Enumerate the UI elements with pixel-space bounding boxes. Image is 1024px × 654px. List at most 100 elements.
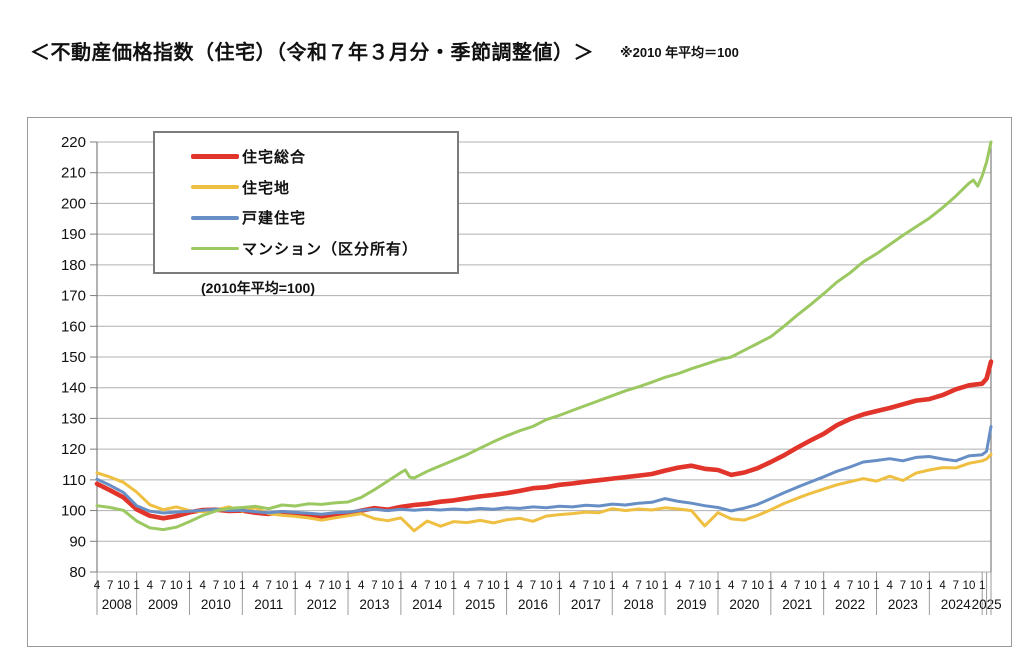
month-tick-label: 1	[503, 580, 509, 592]
month-tick-label: 1	[186, 580, 192, 592]
year-label: 2022	[835, 597, 865, 612]
year-label: 2024	[941, 597, 972, 612]
month-tick-label: 7	[741, 580, 747, 592]
month-tick-label: 4	[728, 580, 735, 592]
month-tick-label: 1	[662, 580, 668, 592]
month-tick-label: 4	[675, 580, 682, 592]
month-tick-label: 1	[133, 580, 139, 592]
month-tick-label: 7	[213, 580, 219, 592]
y-tick-label: 210	[61, 165, 86, 182]
month-tick-label: 10	[434, 580, 447, 592]
month-tick-label: 10	[751, 580, 764, 592]
legend-item-0: 住宅総合	[191, 146, 457, 167]
y-tick-label: 140	[61, 380, 86, 397]
month-tick-label: 10	[381, 580, 394, 592]
month-tick-label: 10	[540, 580, 553, 592]
y-tick-label: 130	[61, 410, 86, 427]
month-tick-label: 4	[305, 580, 312, 592]
year-label: 2012	[307, 597, 337, 612]
title-row: ＜不動産価格指数（住宅）（令和７年３月分・季節調整値）＞ ※2010 年平均＝10…	[30, 36, 739, 65]
month-tick-label: 4	[464, 580, 471, 592]
month-tick-label: 1	[820, 580, 826, 592]
month-tick-label: 1	[768, 580, 774, 592]
y-tick-label: 190	[61, 226, 86, 243]
month-tick-label: 10	[276, 580, 289, 592]
month-tick-label: 1	[398, 580, 404, 592]
month-tick-label: 7	[900, 580, 906, 592]
page-title: ＜不動産価格指数（住宅）（令和７年３月分・季節調整値）＞	[30, 42, 594, 64]
legend-line-swatch-1	[191, 185, 239, 189]
legend-item-2: 戸建住宅	[191, 207, 457, 228]
y-tick-label: 170	[61, 288, 86, 305]
month-tick-label: 1	[979, 580, 985, 592]
month-tick-label: 7	[583, 580, 589, 592]
month-tick-label: 10	[857, 580, 870, 592]
month-tick-label: 10	[170, 580, 183, 592]
chart-canvas: 8090100110120130140150160170180190200210…	[61, 134, 1002, 615]
year-label: 2018	[624, 597, 654, 612]
month-tick-label: 7	[794, 580, 800, 592]
year-label: 2017	[571, 597, 601, 612]
year-label: 2015	[465, 597, 495, 612]
month-tick-label: 7	[477, 580, 483, 592]
year-label: 2016	[518, 597, 548, 612]
month-tick-label: 4	[569, 580, 576, 592]
legend-line-swatch-0	[191, 153, 239, 159]
month-tick-label: 1	[926, 580, 932, 592]
series-line-1	[95, 452, 993, 533]
year-label: 2014	[412, 597, 443, 612]
series-line-2	[95, 424, 993, 516]
legend-line-swatch-3	[191, 246, 239, 251]
y-tick-label: 100	[61, 503, 86, 520]
month-tick-label: 10	[223, 580, 236, 592]
month-tick-label: 10	[804, 580, 817, 592]
month-tick-label: 10	[117, 580, 130, 592]
month-tick-label: 10	[645, 580, 658, 592]
legend-item-3: マンション（区分所有）	[191, 238, 457, 259]
year-label: 2020	[729, 597, 759, 612]
month-tick-label: 7	[266, 580, 272, 592]
price-index-chart: 80 90 100 110 120 130 140 150 160 170 180 190 200 210…	[27, 117, 1012, 647]
year-label: 2010	[201, 597, 231, 612]
month-tick-label: 1	[556, 580, 562, 592]
month-tick-label: 1	[239, 580, 245, 592]
month-tick-label: 1	[451, 580, 457, 592]
month-tick-label: 10	[328, 580, 341, 592]
month-tick-label: 1	[715, 580, 721, 592]
y-tick-label: 120	[61, 441, 86, 458]
y-tick-label: 200	[61, 195, 86, 212]
month-tick-label: 7	[847, 580, 853, 592]
month-tick-label: 1	[345, 580, 351, 592]
y-tick-label: 220	[61, 134, 86, 151]
legend-label-3: マンション（区分所有）	[242, 241, 419, 259]
month-tick-label: 7	[318, 580, 324, 592]
month-tick-label: 4	[147, 580, 154, 592]
y-tick-label: 90	[69, 533, 86, 550]
year-label: 2008	[102, 597, 132, 612]
year-label: 2023	[888, 597, 918, 612]
y-tick-label: 150	[61, 349, 86, 366]
year-label: 2019	[677, 597, 707, 612]
y-tick-label: 110	[62, 472, 86, 489]
month-tick-label: 1	[609, 580, 615, 592]
year-label: 2021	[782, 597, 812, 612]
legend-note: (2010年平均=100)	[201, 280, 316, 296]
legend-line-swatch-2	[191, 216, 239, 220]
month-tick-label: 10	[487, 580, 500, 592]
month-tick-label: 4	[199, 580, 206, 592]
month-tick-label: 7	[953, 580, 959, 592]
month-tick-label: 10	[593, 580, 606, 592]
title-note: ※2010 年平均＝100	[620, 45, 739, 60]
month-tick-label: 4	[411, 580, 418, 592]
month-tick-label: 4	[781, 580, 788, 592]
month-tick-label: 7	[107, 580, 113, 592]
month-tick-label: 7	[688, 580, 694, 592]
month-tick-label: 4	[834, 580, 841, 592]
month-tick-label: 7	[371, 580, 377, 592]
year-label: 2009	[148, 597, 178, 612]
series-line-3	[95, 140, 993, 532]
month-tick-label: 10	[698, 580, 711, 592]
month-tick-label: 7	[424, 580, 430, 592]
month-tick-label: 1	[873, 580, 879, 592]
